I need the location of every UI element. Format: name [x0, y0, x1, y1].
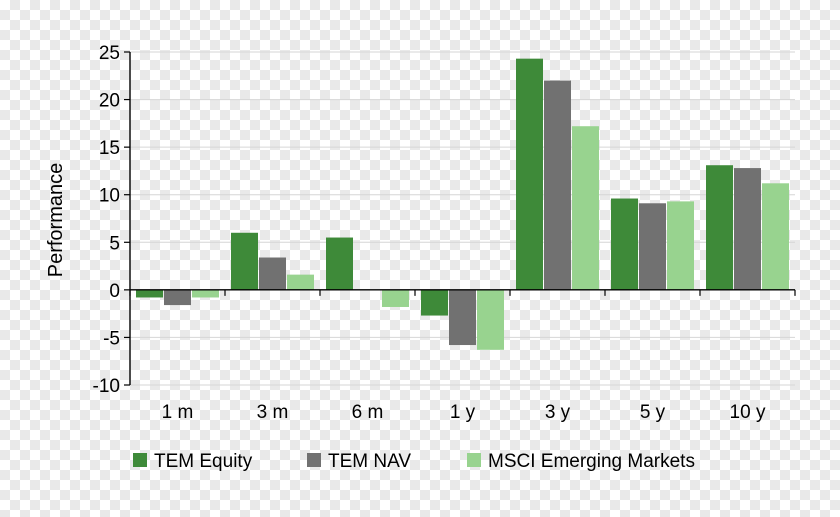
bar	[762, 183, 789, 290]
y-tick-label: -10	[93, 376, 120, 397]
bar	[231, 232, 258, 290]
y-tick-label: -5	[103, 328, 120, 349]
y-tick-label: 0	[109, 281, 120, 302]
bar	[382, 289, 409, 307]
x-tick-labels: 1 m 3 m 6 m 1 y 3 y 5 y 10 y	[162, 402, 766, 423]
bar	[421, 289, 448, 316]
x-tick-label: 3 m	[257, 402, 289, 423]
bar	[287, 274, 314, 290]
x-tick-label: 10 y	[730, 402, 766, 423]
bar	[706, 165, 733, 290]
y-tick-label: 15	[99, 138, 120, 159]
x-tick-label: 6 m	[352, 402, 384, 423]
legend-swatch	[307, 453, 321, 467]
bar	[734, 168, 761, 290]
bar	[544, 80, 571, 290]
bar	[572, 126, 599, 290]
y-axis-title: Performance	[45, 163, 67, 278]
x-tick-label: 1 m	[162, 402, 194, 423]
bar	[639, 203, 666, 290]
legend-swatch	[467, 453, 481, 467]
bar	[516, 58, 543, 290]
y-tick-label: 20	[99, 91, 120, 112]
y-tick-labels: 25 20 15 10 5 0 -5 -10	[93, 43, 120, 397]
bar	[477, 289, 504, 350]
legend-label: TEM NAV	[328, 451, 411, 472]
legend-label: TEM Equity	[154, 451, 253, 472]
bar	[192, 289, 219, 298]
y-tick-label: 5	[109, 233, 120, 254]
legend: TEM Equity TEM NAV MSCI Emerging Markets	[133, 451, 695, 472]
bar	[164, 289, 191, 306]
y-tick-label: 10	[99, 186, 120, 207]
x-tick-label: 3 y	[545, 402, 571, 423]
bars	[136, 58, 789, 350]
bar	[667, 201, 694, 290]
axes	[124, 51, 796, 386]
bar	[136, 289, 163, 298]
bar	[259, 257, 286, 290]
x-tick-label: 1 y	[450, 402, 476, 423]
legend-label: MSCI Emerging Markets	[488, 451, 695, 472]
bar	[326, 237, 353, 290]
bar	[611, 198, 638, 290]
legend-swatch	[133, 453, 147, 467]
bar	[449, 289, 476, 346]
y-tick-label: 25	[99, 43, 120, 64]
x-tick-label: 5 y	[640, 402, 666, 423]
